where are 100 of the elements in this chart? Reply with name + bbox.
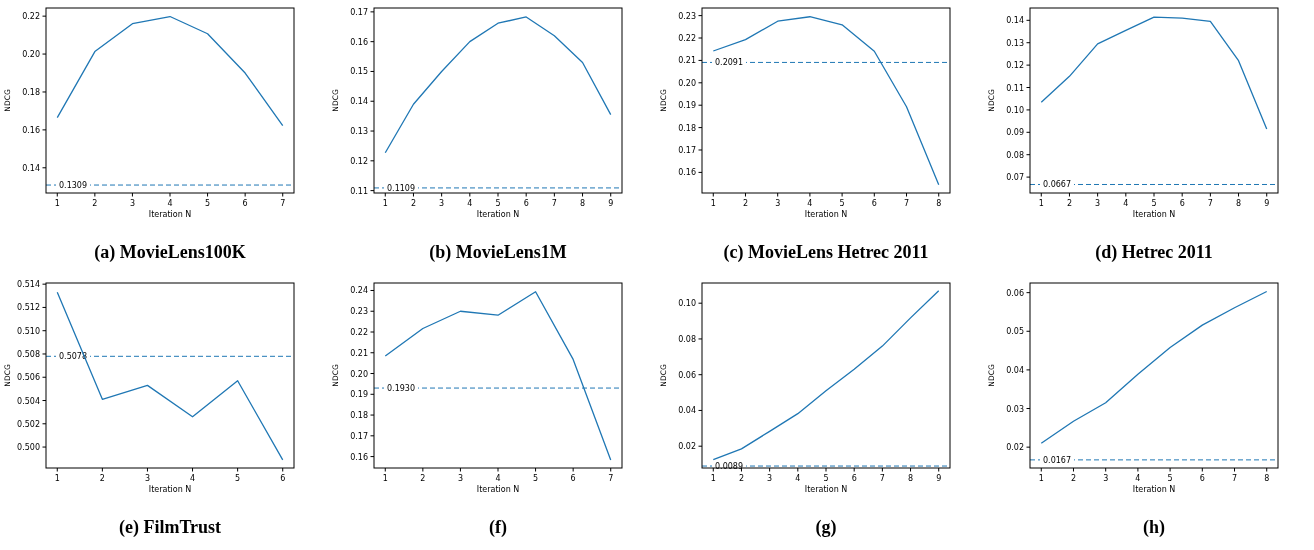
x-tick-label: 5 <box>533 474 539 483</box>
x-tick-label: 6 <box>851 474 857 483</box>
x-tick-label: 5 <box>1151 199 1157 208</box>
line-series <box>712 290 940 461</box>
line-series <box>56 291 284 461</box>
y-tick-label: 0.02 <box>1006 443 1024 453</box>
x-tick-label: 5 <box>205 199 211 208</box>
y-tick-label: 0.12 <box>350 156 368 166</box>
y-tick-label: 0.24 <box>350 286 368 296</box>
x-tick-label: 4 <box>807 199 813 208</box>
x-tick-label: 8 <box>908 474 914 483</box>
x-tick-label: 6 <box>1199 474 1205 483</box>
x-tick-label: 7 <box>903 199 910 208</box>
x-tick-label: 9 <box>608 199 614 208</box>
y-tick-label: 0.10 <box>678 299 696 309</box>
ref-line-label: 0.0089 <box>715 462 743 472</box>
x-tick-label: 3 <box>129 199 135 208</box>
x-tick-label: 2 <box>410 199 416 208</box>
y-tick-label: 0.09 <box>1006 128 1024 138</box>
y-tick-label: 0.18 <box>350 411 368 421</box>
x-tick-label: 1 <box>382 199 388 208</box>
x-tick-label: 7 <box>608 474 614 483</box>
y-tick-label: 0.06 <box>678 370 696 380</box>
x-tick-label: 9 <box>936 474 942 483</box>
x-tick-label: 3 <box>775 199 781 208</box>
y-tick-label: 0.514 <box>17 280 40 290</box>
y-tick-label: 0.05 <box>1006 327 1024 337</box>
y-tick-label: 0.08 <box>1006 150 1024 160</box>
x-tick-label: 3 <box>457 474 463 483</box>
x-tick-label: 6 <box>570 474 576 483</box>
x-tick-label: 4 <box>1123 199 1129 208</box>
y-tick-label: 0.08 <box>678 334 696 344</box>
x-tick-label: 1 <box>710 199 716 208</box>
y-tick-label: 0.03 <box>1006 404 1024 414</box>
x-tick-label: 2 <box>1070 474 1077 483</box>
ref-line-label: 0.0167 <box>1043 455 1071 465</box>
y-tick-label: 0.02 <box>678 442 696 452</box>
y-tick-label: 0.11 <box>350 186 368 196</box>
x-tick-label: 3 <box>1103 474 1109 483</box>
y-tick-label: 0.19 <box>678 101 696 111</box>
y-tick-label: 0.14 <box>22 163 40 173</box>
x-tick-label: 4 <box>167 199 173 208</box>
x-tick-label: 7 <box>1207 199 1213 208</box>
y-tick-label: 0.17 <box>678 146 696 155</box>
x-tick-label: 8 <box>1264 474 1270 483</box>
text: (h) <box>1143 517 1165 538</box>
line-series <box>1040 290 1268 444</box>
y-tick-label: 0.13 <box>1006 38 1024 48</box>
y-tick-label: 0.16 <box>678 168 696 178</box>
text: (a) MovieLens100K <box>94 242 246 263</box>
y-tick-label: 0.506 <box>17 373 40 383</box>
y-tick-label: 0.16 <box>350 452 368 462</box>
y-tick-label: 0.17 <box>350 7 368 17</box>
x-tick-label: 8 <box>936 199 942 208</box>
y-tick-label: 0.21 <box>678 56 696 66</box>
x-tick-label: 3 <box>767 474 773 483</box>
x-tick-label: 5 <box>1167 474 1173 483</box>
x-tick-label: 7 <box>879 474 885 483</box>
x-tick-label: 4 <box>467 199 473 208</box>
x-tick-label: 5 <box>235 474 241 483</box>
y-tick-label: 0.16 <box>22 125 40 135</box>
y-tick-label: 0.22 <box>350 328 368 337</box>
x-tick-label: 3 <box>439 199 445 208</box>
x-axis-title: Iteration N <box>804 485 848 494</box>
y-tick-label: 0.23 <box>350 307 368 317</box>
x-tick-label: 1 <box>54 199 60 208</box>
ref-line-label: 0.1109 <box>387 183 415 193</box>
y-tick-label: 0.20 <box>350 369 368 379</box>
y-tick-label: 0.22 <box>678 34 696 44</box>
y-tick-label: 0.14 <box>1006 16 1024 26</box>
x-tick-label: 1 <box>54 474 60 483</box>
line-series <box>56 15 284 127</box>
y-tick-label: 0.19 <box>350 390 368 400</box>
y-tick-label: 0.510 <box>17 326 40 336</box>
y-tick-label: 0.23 <box>678 11 696 21</box>
y-tick-label: 0.10 <box>1006 105 1024 115</box>
x-axis-title: Iteration N <box>1132 485 1176 494</box>
x-tick-label: 6 <box>871 199 877 208</box>
x-tick-label: 8 <box>580 199 586 208</box>
y-tick-label: 0.07 <box>1006 173 1024 183</box>
y-tick-label: 0.500 <box>17 443 40 453</box>
y-tick-label: 0.13 <box>350 127 368 137</box>
x-axis-title: Iteration N <box>1132 210 1176 219</box>
x-tick-label: 8 <box>1236 199 1242 208</box>
line-series <box>384 16 612 154</box>
y-tick-label: 0.16 <box>350 37 368 47</box>
ref-line-label: 0.2091 <box>715 58 743 68</box>
y-tick-label: 0.502 <box>17 419 40 429</box>
x-axis-title: Iteration N <box>148 485 192 494</box>
x-tick-label: 4 <box>1135 474 1141 483</box>
x-tick-label: 1 <box>382 474 388 483</box>
y-tick-label: 0.20 <box>22 50 40 60</box>
line-series <box>1040 16 1268 130</box>
y-tick-label: 0.15 <box>350 67 368 77</box>
y-tick-label: 0.14 <box>350 97 368 107</box>
y-tick-label: 0.20 <box>678 78 696 88</box>
x-tick-label: 4 <box>190 474 196 483</box>
y-tick-label: 0.512 <box>17 303 40 313</box>
text: (b) MovieLens1M <box>429 242 567 263</box>
x-tick-label: 1 <box>710 474 716 483</box>
